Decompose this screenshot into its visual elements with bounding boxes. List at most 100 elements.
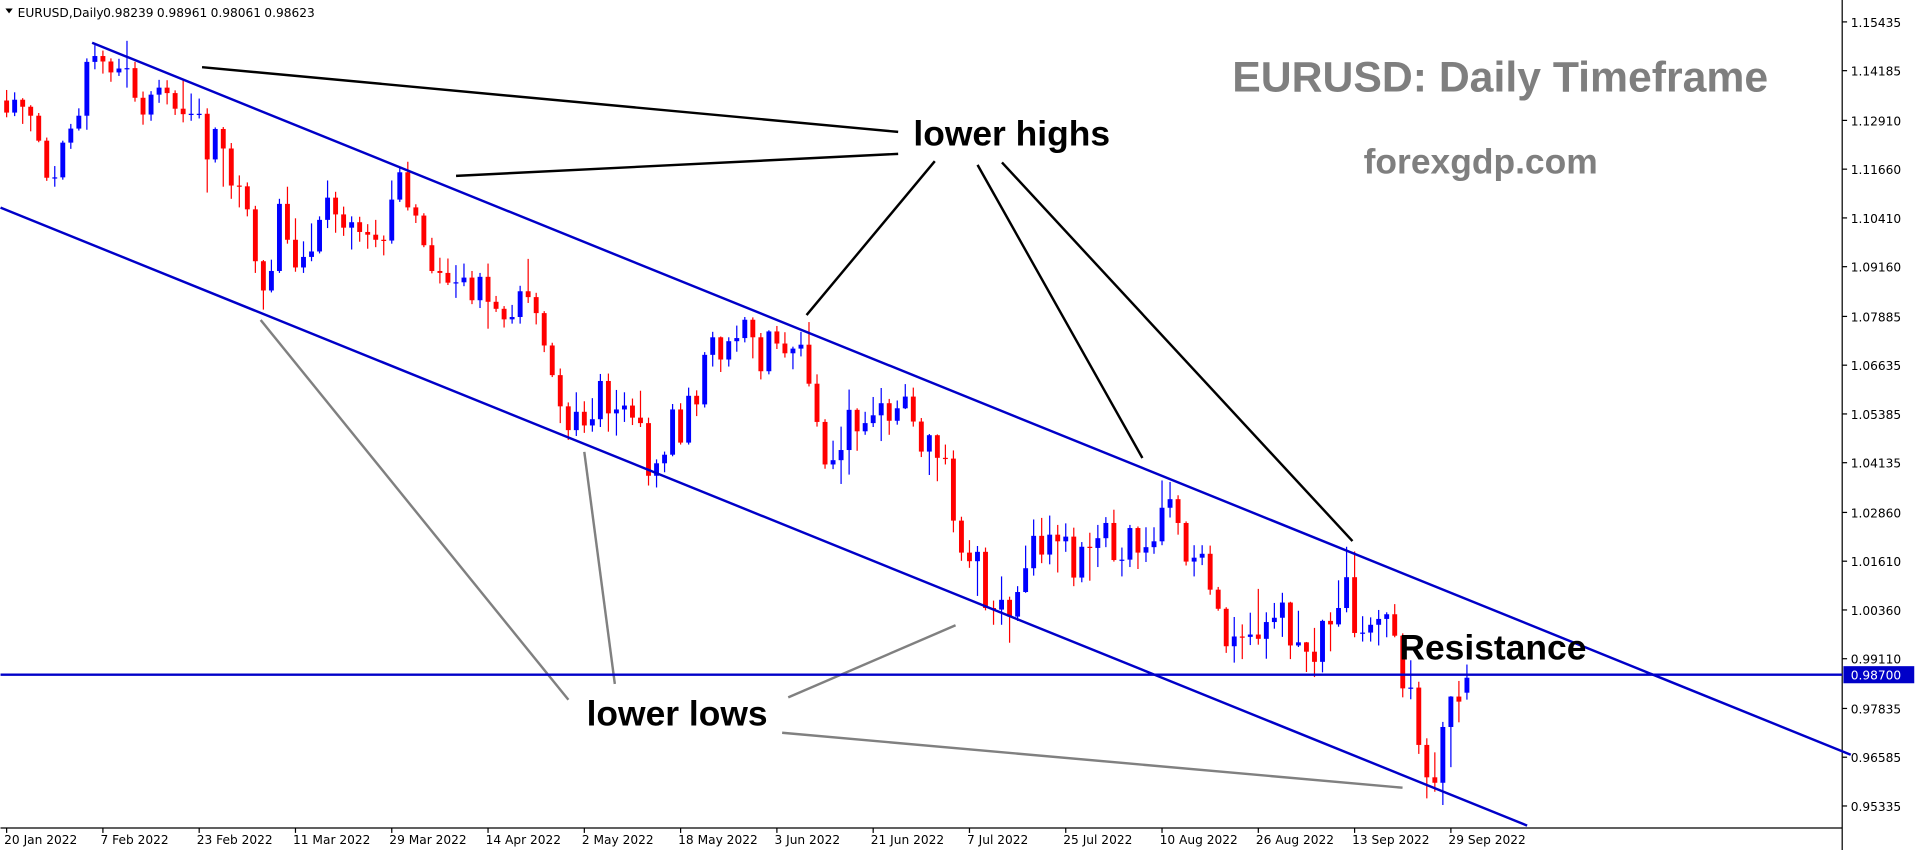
candle-body xyxy=(1295,642,1301,646)
candle-body xyxy=(686,395,692,443)
candle-body xyxy=(573,411,579,431)
candle-body xyxy=(293,239,298,268)
candle-body xyxy=(766,331,772,372)
y-tick-label: 1.11660 xyxy=(1851,163,1901,177)
x-tick-label: 11 Mar 2022 xyxy=(293,833,370,847)
candle-body xyxy=(445,272,451,283)
candle-body xyxy=(525,291,531,298)
candle-body xyxy=(116,68,122,73)
candle-body xyxy=(830,460,836,465)
candle-body xyxy=(493,301,499,309)
x-tick-label: 29 Sep 2022 xyxy=(1448,833,1525,847)
candle-body xyxy=(975,551,980,562)
candle-body xyxy=(1239,636,1245,638)
candle-body xyxy=(1031,535,1037,569)
candle-body xyxy=(967,552,972,562)
lower-lows-pointers xyxy=(259,319,1403,789)
x-tick-label: 20 Jan 2022 xyxy=(4,833,77,847)
y-tick-label: 0.97835 xyxy=(1851,702,1901,716)
candle-body xyxy=(252,209,258,262)
candle-body xyxy=(1167,499,1173,508)
candle-body xyxy=(180,108,186,115)
candle-body xyxy=(1360,632,1366,634)
candle-body xyxy=(1279,602,1285,618)
candle-body xyxy=(309,251,314,257)
candle-body xyxy=(12,99,18,113)
y-tick-label: 1.09160 xyxy=(1851,261,1901,275)
candle-body xyxy=(1039,535,1045,555)
candle-body xyxy=(613,409,619,414)
candle-body xyxy=(1344,577,1350,609)
header-open: 0.98239 xyxy=(103,6,153,20)
candle-body xyxy=(1079,546,1085,578)
candle-body xyxy=(918,421,924,452)
candle-body xyxy=(999,599,1005,610)
candle-body xyxy=(244,186,250,210)
candle-body xyxy=(461,277,467,283)
candle-body xyxy=(678,409,684,443)
candle-body xyxy=(790,348,796,354)
candle-body xyxy=(132,68,138,98)
candle-body xyxy=(124,68,130,70)
annotation: lower highs xyxy=(913,113,1110,153)
candle-body xyxy=(1151,541,1157,548)
candle-body xyxy=(910,396,916,422)
candle-body xyxy=(389,199,395,241)
candle-body xyxy=(1287,602,1293,646)
candle-body xyxy=(1255,634,1261,639)
y-tick-label: 1.10410 xyxy=(1851,212,1901,226)
candle-body xyxy=(333,197,339,215)
candle-body xyxy=(68,128,74,143)
candle-body xyxy=(622,405,627,410)
candle-body xyxy=(172,93,178,109)
candle-body xyxy=(196,113,202,115)
candle-body xyxy=(1408,687,1414,689)
pointer xyxy=(805,160,936,316)
candle-body xyxy=(1312,651,1317,662)
candle-body xyxy=(1175,499,1181,523)
candle-body xyxy=(958,520,964,553)
candle-body xyxy=(84,61,90,116)
candle-body xyxy=(1424,744,1430,778)
candle-body xyxy=(662,454,668,464)
candle-body xyxy=(1392,614,1398,636)
candle-body xyxy=(60,142,66,178)
candle-body xyxy=(742,319,748,339)
annotation: lower lows xyxy=(587,693,768,733)
candle-body xyxy=(541,313,547,346)
candle-body xyxy=(1199,553,1205,558)
candle-body xyxy=(942,457,948,460)
candle-body xyxy=(501,308,507,320)
y-tick-label: 1.00360 xyxy=(1851,604,1901,618)
x-tick-label: 10 Aug 2022 xyxy=(1160,833,1238,847)
header-symbol: EURUSD,Daily xyxy=(18,6,104,20)
candle-body xyxy=(814,383,820,422)
candle-body xyxy=(886,403,892,421)
candle-body xyxy=(846,409,852,451)
candle-body xyxy=(926,435,932,452)
candle-body xyxy=(798,344,804,349)
candle-body xyxy=(1143,547,1149,553)
candle-body xyxy=(1055,534,1061,542)
x-tick-label: 18 May 2022 xyxy=(678,833,758,847)
candle-body xyxy=(365,231,371,235)
candle-body xyxy=(1103,522,1109,539)
pointer xyxy=(782,731,1403,789)
x-tick-label: 7 Feb 2022 xyxy=(100,833,168,847)
candle-body xyxy=(341,214,347,228)
pointer xyxy=(1001,161,1354,542)
candle-body xyxy=(646,423,651,476)
candle-body xyxy=(1207,553,1213,590)
candle-body xyxy=(164,87,170,94)
chart-subtitle: forexgdp.com xyxy=(1364,141,1598,181)
level-label-box xyxy=(1843,666,1915,684)
candle-body xyxy=(1127,528,1133,560)
candle-body xyxy=(950,458,956,521)
candle-body xyxy=(1328,620,1333,625)
candle-body xyxy=(20,99,26,107)
y-tick-label: 1.07885 xyxy=(1851,310,1901,324)
candle-body xyxy=(758,337,764,372)
candle-body xyxy=(1119,559,1125,561)
pointer xyxy=(201,65,899,134)
